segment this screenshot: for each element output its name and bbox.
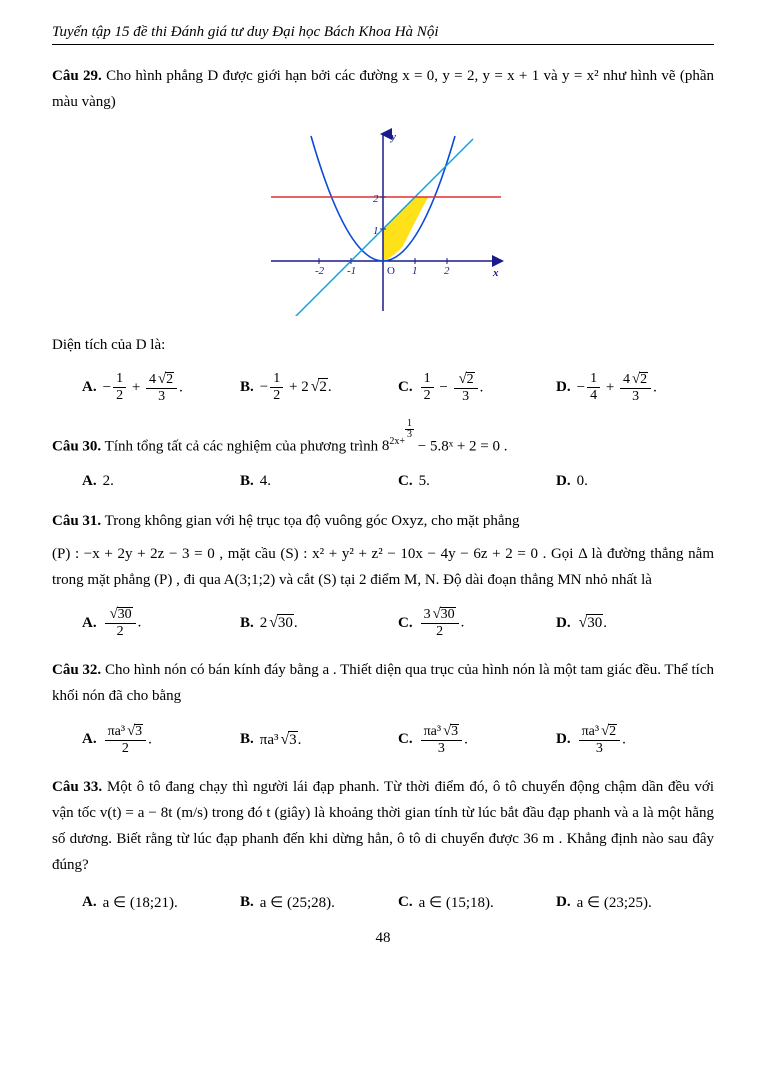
q29-graph: -2 -1 1 2 1 2 O x y: [52, 126, 714, 316]
q33-choice-c[interactable]: C.a ∈ (15;18).: [398, 889, 556, 916]
q32-stem: Câu 32. Cho hình nón có bán kính đáy bằn…: [52, 657, 714, 710]
q30-choices: A.2. B.4. C.5. D.0.: [82, 469, 714, 494]
page: Tuyển tập 15 đề thi Đánh giá tư duy Đại …: [0, 0, 766, 959]
q33-text: Một ô tô đang chạy thì người lái đạp pha…: [52, 779, 714, 874]
q33-num: Câu 33.: [52, 779, 102, 795]
q29-choice-c[interactable]: C. 12 − 23.: [398, 368, 556, 408]
q32-choice-d[interactable]: D. πa³23.: [556, 720, 714, 760]
svg-text:-2: -2: [315, 265, 325, 277]
page-header: Tuyển tập 15 đề thi Đánh giá tư duy Đại …: [52, 24, 714, 45]
choice-text: a ∈ (25;28).: [260, 893, 335, 912]
choice-math: 302.: [103, 607, 142, 639]
q31-l1: Trong không gian với hệ trục tọa độ vuôn…: [105, 513, 520, 529]
svg-text:1: 1: [373, 225, 379, 237]
choice-text: 5.: [419, 473, 430, 490]
choice-label: A.: [82, 379, 97, 396]
svg-text:2: 2: [373, 193, 379, 205]
choice-text: 4.: [260, 473, 271, 490]
q31-num: Câu 31.: [52, 513, 101, 529]
svg-text:1: 1: [412, 265, 418, 277]
graph-svg: -2 -1 1 2 1 2 O x y: [253, 126, 513, 316]
q32-num: Câu 32.: [52, 662, 101, 678]
q33-choice-a[interactable]: A.a ∈ (18;21).: [82, 889, 240, 916]
q29-choice-a[interactable]: A. −12 + 423.: [82, 368, 240, 408]
choice-math: −12 + 22.: [260, 372, 332, 403]
choice-text: a ∈ (15;18).: [419, 893, 494, 912]
q29-eq2: y = x²: [562, 68, 599, 84]
svg-text:-1: -1: [347, 265, 356, 277]
q29-choice-d[interactable]: D. −14 + 423.: [556, 368, 714, 408]
choice-math: 3302.: [419, 607, 465, 639]
choice-math: πa³33.: [419, 724, 468, 756]
choice-text: 2.: [103, 473, 114, 490]
q30-choice-a[interactable]: A.2.: [82, 469, 240, 494]
q30-eq: 82x+13: [382, 438, 414, 454]
q30-choice-b[interactable]: B.4.: [240, 469, 398, 494]
q29-text-b: và: [544, 68, 562, 84]
q30-text: Tính tổng tất cả các nghiệm của phương t…: [105, 438, 382, 454]
page-number: 48: [52, 930, 714, 947]
q30-stem: Câu 30. Tính tổng tất cả các nghiệm của …: [52, 422, 714, 460]
choice-text: a ∈ (23;25).: [577, 893, 652, 912]
q33-choice-b[interactable]: B.a ∈ (25;28).: [240, 889, 398, 916]
q30-num: Câu 30.: [52, 438, 101, 454]
q32-text: Cho hình nón có bán kính đáy bằng a . Th…: [52, 662, 714, 704]
choice-math: πa³23.: [577, 724, 626, 756]
q33-stem: Câu 33. Một ô tô đang chạy thì người lái…: [52, 774, 714, 879]
choice-label: C.: [398, 379, 413, 396]
q30-eq-tail: − 5.8ˣ + 2 = 0 .: [414, 438, 507, 454]
choice-math: 12 − 23.: [419, 372, 484, 404]
choice-text: a ∈ (18;21).: [103, 893, 178, 912]
q31-choice-d[interactable]: D. 30.: [556, 603, 714, 643]
choice-math: πa³3.: [260, 731, 302, 749]
q31-choice-a[interactable]: A. 302.: [82, 603, 240, 643]
choice-math: −14 + 423.: [577, 372, 657, 404]
choice-label: D.: [556, 379, 571, 396]
q31-choice-b[interactable]: B. 230.: [240, 603, 398, 643]
q29-choice-b[interactable]: B. −12 + 22.: [240, 368, 398, 408]
q29-stem: Câu 29. Cho hình phẳng D được giới hạn b…: [52, 63, 714, 116]
q30-choice-c[interactable]: C.5.: [398, 469, 556, 494]
choice-text: 0.: [577, 473, 588, 490]
q31-choices: A. 302. B. 230. C. 3302. D. 30.: [82, 603, 714, 643]
q29-text-a: Cho hình phẳng D được giới hạn bởi các đ…: [106, 68, 402, 84]
svg-text:O: O: [387, 265, 395, 277]
q31-choice-c[interactable]: C. 3302.: [398, 603, 556, 643]
q30-choice-d[interactable]: D.0.: [556, 469, 714, 494]
q31-line1: Câu 31. Trong không gian với hệ trục tọa…: [52, 508, 714, 534]
q31-line2: (P) : −x + 2y + 2z − 3 = 0 , mặt cầu (S)…: [52, 541, 714, 594]
q29-choices: A. −12 + 423. B. −12 + 22. C. 12 − 23. D…: [82, 368, 714, 408]
choice-math: −12 + 423.: [103, 372, 183, 404]
choice-math: 230.: [260, 614, 298, 632]
q32-choice-b[interactable]: B. πa³3.: [240, 720, 398, 760]
svg-text:x: x: [492, 267, 499, 279]
q32-choice-a[interactable]: A. πa³32.: [82, 720, 240, 760]
q29-num: Câu 29.: [52, 68, 102, 84]
q29-eq1: x = 0, y = 2, y = x + 1: [402, 68, 539, 84]
q33-choices: A.a ∈ (18;21). B.a ∈ (25;28). C.a ∈ (15;…: [82, 889, 714, 916]
q33-choice-d[interactable]: D.a ∈ (23;25).: [556, 889, 714, 916]
choice-math: πa³32.: [103, 724, 152, 756]
svg-text:2: 2: [444, 265, 450, 277]
q32-choices: A. πa³32. B. πa³3. C. πa³33. D. πa³23.: [82, 720, 714, 760]
choice-math: 30.: [577, 614, 607, 632]
svg-text:y: y: [389, 131, 396, 143]
q32-choice-c[interactable]: C. πa³33.: [398, 720, 556, 760]
choice-label: B.: [240, 379, 254, 396]
q29-prompt: Diện tích của D là:: [52, 332, 714, 358]
